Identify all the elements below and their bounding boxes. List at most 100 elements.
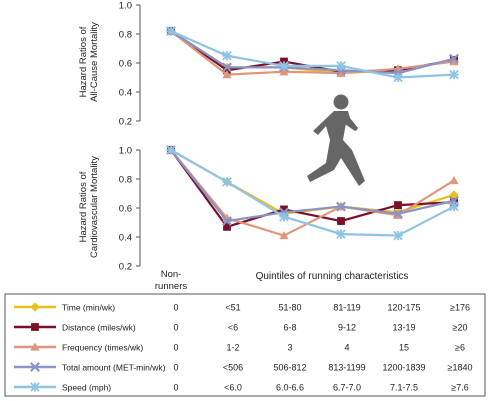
data-point-x (222, 216, 232, 226)
legend-cell-value: 6.7-7.0 (333, 383, 361, 393)
series-line-x (170, 30, 455, 75)
y-tick-label: 0.6 (119, 204, 132, 215)
legend-cell-value: ≥20 (453, 323, 468, 333)
y-tick-label: 0.2 (119, 117, 132, 128)
data-point-asterisk (449, 201, 459, 212)
data-point-triangle (449, 56, 459, 66)
legend-cell-value: 813-1199 (328, 363, 365, 373)
y-axis-title-line1: Hazard Ratios of (78, 171, 89, 242)
y-axis-ticks: 0.2 0.4 0.6 0.8 1.0 (119, 146, 140, 273)
legend-row: Distance (miles/wk) 0 <6 6-8 9-12 13-19 ≥20 (14, 323, 467, 333)
data-point-x (222, 62, 232, 73)
data-point-x (336, 201, 346, 212)
legend-cell-value: 1-2 (226, 343, 239, 353)
y-axis-title-line1: Hazard Ratios of (78, 26, 89, 97)
y-tick-label: 0.4 (119, 233, 132, 244)
legend-cell-value: 7.1-7.5 (390, 383, 418, 393)
legend-cell-value: 0 (173, 363, 178, 373)
series-line-triangle (170, 149, 455, 237)
legend-cell-value: <6 (228, 323, 238, 333)
legend-cell-value: 6.0-6.6 (276, 383, 304, 393)
legend-row: Speed (mph) 0 <6.0 6.0-6.6 6.7-7.0 7.1-7.5 ≥7.… (14, 382, 469, 393)
legend-cell-value: 6-8 (283, 323, 296, 333)
legend-rows: Time (min/wk) 0 <51 51-80 81-119 120-175 ≥176 D… (14, 302, 473, 393)
legend-cell-value: 4 (344, 343, 349, 353)
series-line-triangle (170, 30, 455, 76)
legend-series-name: Speed (mph) (62, 383, 111, 393)
legend-cell-value: 0 (173, 303, 178, 313)
data-point-asterisk (166, 26, 176, 36)
y-tick-label: 0.4 (119, 88, 132, 99)
all-cause-series (166, 26, 459, 83)
y-axis-title-line2: Cardiovascular Mortality (89, 156, 100, 258)
data-point-square (337, 217, 345, 225)
legend-cell-value: <6.0 (224, 383, 242, 393)
legend-cell-value: 120-175 (387, 303, 420, 313)
series-line-square (170, 149, 455, 228)
data-point-asterisk (279, 61, 289, 71)
y-tick-label: 0.8 (119, 175, 132, 186)
data-point-square (280, 205, 288, 214)
legend-table: Time (min/wk) 0 <51 51-80 81-119 120-175 ≥176 D… (4, 293, 486, 397)
legend-cell-value: ≥1840 (448, 363, 473, 373)
nonrunners-label-line2: runners (155, 281, 187, 292)
legend-row: Total amount (MET-min/wk) 0 <506 506-812 813… (14, 362, 473, 373)
legend-row: Frequency (times/wk) 0 1-2 3 4 15 ≥6 (14, 342, 465, 353)
data-point-asterisk (222, 177, 232, 187)
legend-cell-value: 3 (287, 343, 292, 353)
data-point-triangle (222, 70, 232, 79)
legend-cell-value: 0 (173, 383, 178, 393)
legend-cell-value: <51 (225, 303, 240, 313)
runner-silhouette-icon (307, 94, 365, 186)
y-axis-ticks: 0.2 0.4 0.6 0.8 1.0 (119, 1, 140, 128)
legend-cell-value: 51-80 (278, 303, 301, 313)
legend-series-name: Total amount (MET-min/wk) (62, 363, 166, 373)
data-point-triangle (279, 67, 289, 76)
data-point-x (393, 208, 403, 219)
legend-cell-value: 13-19 (392, 323, 415, 333)
data-point-triangle (449, 175, 459, 185)
data-point-asterisk (336, 61, 346, 71)
y-tick-label: 0.8 (119, 30, 132, 41)
y-tick-label: 1.0 (119, 146, 132, 157)
legend-cell-value: 81-119 (333, 303, 360, 313)
data-point-triangle (336, 68, 346, 77)
cardiovascular-mortality-panel: 0.2 0.4 0.6 0.8 1.0 Hazard Ratios of Cardiov… (78, 145, 459, 273)
series-line-asterisk (170, 30, 455, 79)
x-axis-title: Quintiles of running characteristics (256, 271, 409, 282)
legend-marker-triangle (30, 342, 40, 351)
y-axis-title-line2: All-Cause Mortality (89, 22, 100, 102)
legend-cell-value: 15 (399, 343, 409, 353)
legend-cell-value: 9-12 (338, 323, 356, 333)
all-cause-mortality-panel: 0.2 0.4 0.6 0.8 1.0 Hazard Ratios of All-Cau… (78, 1, 459, 128)
data-point-asterisk (166, 145, 176, 155)
data-point-asterisk (393, 72, 403, 83)
legend-cell-value: 506-812 (273, 363, 306, 373)
series-line-x (170, 149, 455, 223)
legend-marker-x (30, 362, 40, 372)
legend-series-name: Time (min/wk) (62, 303, 115, 313)
data-point-asterisk (449, 69, 459, 80)
y-tick-label: 0.2 (119, 262, 132, 273)
legend-cell-value: ≥6 (455, 343, 465, 353)
legend-marker-square (31, 323, 39, 331)
legend-cell-value: 1200-1839 (382, 363, 425, 373)
legend-marker-diamond (30, 302, 40, 312)
data-point-asterisk (222, 50, 232, 61)
y-tick-label: 1.0 (119, 1, 132, 12)
legend-cell-value: ≥7.6 (451, 383, 468, 393)
data-point-asterisk (336, 229, 346, 239)
legend-cell-value: 0 (173, 343, 178, 353)
legend-cell-value: ≥176 (450, 303, 470, 313)
legend-cell-value: <506 (223, 363, 243, 373)
legend-marker-asterisk (30, 382, 40, 392)
series-line-asterisk (170, 149, 455, 237)
legend-series-name: Distance (miles/wk) (62, 323, 136, 333)
legend-cell-value: 0 (173, 323, 178, 333)
data-point-x (449, 53, 459, 64)
nonrunners-label-line1: Non- (161, 269, 182, 280)
data-point-asterisk (279, 211, 289, 222)
legend-row: Time (min/wk) 0 <51 51-80 81-119 120-175 ≥176 (14, 302, 470, 313)
data-point-triangle (279, 230, 289, 240)
